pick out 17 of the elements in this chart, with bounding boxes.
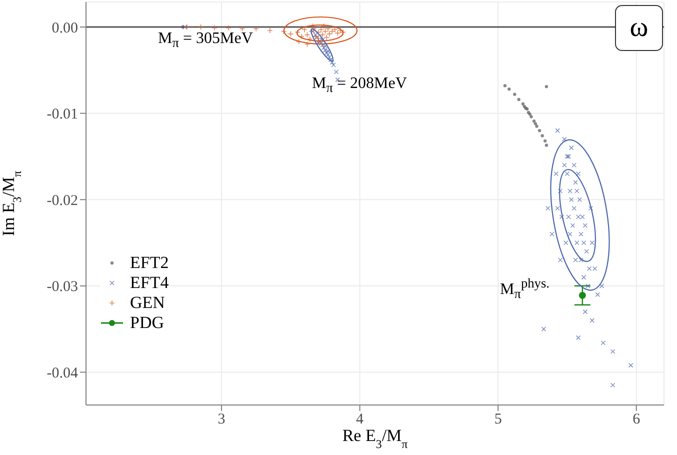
annotation: M$_{π}$ = 305MeV: [158, 30, 253, 50]
x-axis-title: Re E$_{3}$/M$_{π}$: [342, 426, 408, 451]
y-tick-label: -0.04: [46, 366, 78, 382]
legend-label: PDG: [130, 313, 164, 333]
y-tick-label: -0.02: [46, 192, 78, 209]
legend-label: GEN: [130, 293, 165, 313]
x-tick-label: 6: [632, 412, 641, 428]
x-tick-label: 3: [218, 412, 226, 428]
legend-label: EFT2: [130, 253, 169, 273]
annotation: ω: [630, 12, 648, 44]
x-tick-label: 5: [494, 412, 502, 428]
y-tick-label: -0.03: [46, 279, 78, 296]
y-tick-label: 0.00: [52, 20, 78, 36]
y-tick-label: -0.01: [46, 106, 78, 123]
legend-label: EFT4: [130, 273, 169, 293]
x-tick-label: 4: [356, 412, 364, 428]
annotation: M$_{π}$ = 208MeV: [312, 75, 407, 96]
